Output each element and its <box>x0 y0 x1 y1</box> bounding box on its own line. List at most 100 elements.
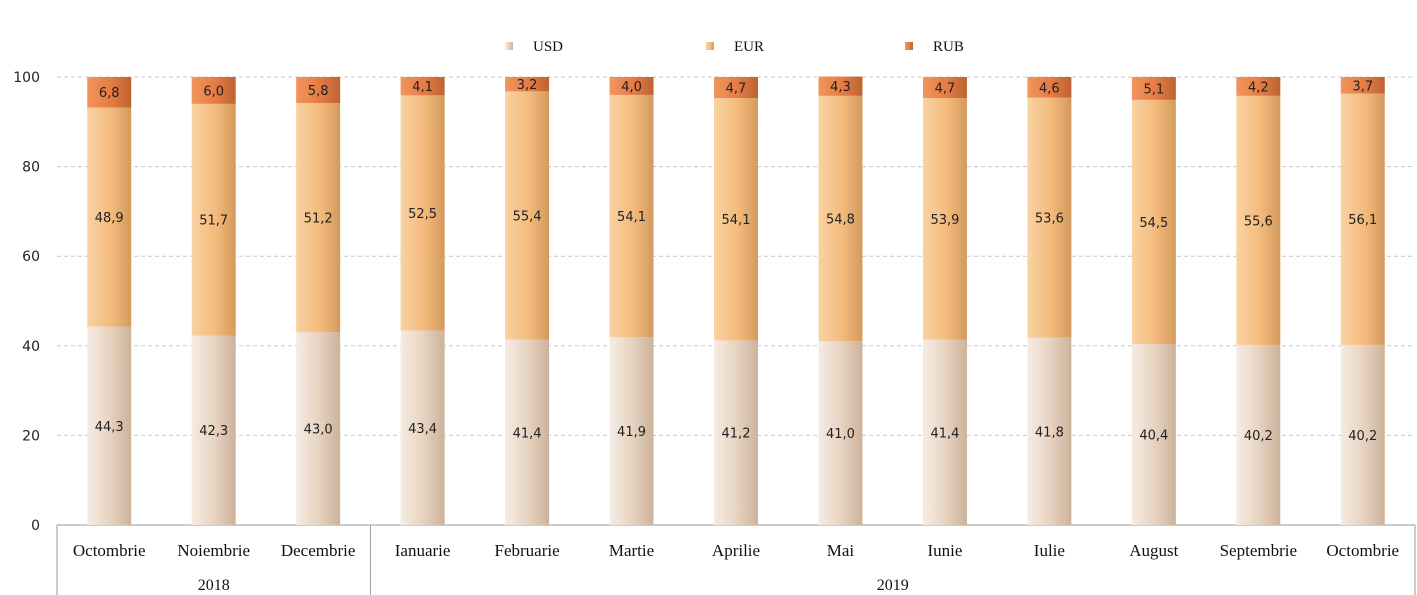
x-category-label: Iulie <box>1034 541 1065 560</box>
data-label-usd: 41,4 <box>930 426 959 441</box>
y-tick-label: 0 <box>31 518 40 534</box>
data-label-rub: 4,1 <box>412 80 433 95</box>
data-label-rub: 4,7 <box>726 82 747 97</box>
data-label-rub: 5,1 <box>1144 82 1165 97</box>
legend-swatch-rub <box>905 42 913 50</box>
data-label-rub: 6,8 <box>99 86 120 101</box>
bar-segment-usd <box>296 332 341 525</box>
legend-label-eur: EUR <box>734 39 764 55</box>
year-label: 2019 <box>877 577 909 594</box>
bar-segment-rub <box>1131 77 1176 100</box>
data-label-usd: 43,4 <box>408 422 437 437</box>
bar-segment-usd <box>400 330 445 525</box>
bar-segment-rub <box>714 77 758 99</box>
bar-segment-usd <box>1340 344 1385 525</box>
x-category-label: Noiembrie <box>177 541 250 560</box>
data-label-usd: 40,2 <box>1244 429 1273 444</box>
bar-segment-rub <box>609 77 654 95</box>
bar-segment-rub <box>296 77 341 103</box>
data-label-usd: 40,2 <box>1348 429 1377 444</box>
data-label-usd: 41,4 <box>513 426 542 441</box>
x-category-label: Ianuarie <box>395 541 451 560</box>
bar-segment-usd <box>609 337 654 525</box>
legend-label-rub: RUB <box>933 39 964 55</box>
bar-segment-eur <box>505 91 550 340</box>
bar-segment-usd <box>922 339 967 525</box>
data-label-eur: 56,1 <box>1348 213 1377 228</box>
bar-segment-eur <box>714 98 758 341</box>
bar-segment-rub <box>505 77 550 92</box>
data-label-usd: 41,0 <box>826 427 855 442</box>
data-label-rub: 4,3 <box>830 80 851 95</box>
data-label-eur: 51,7 <box>199 214 228 229</box>
bar-segment-eur <box>818 95 863 342</box>
bar-segment-eur <box>609 94 654 338</box>
data-label-usd: 44,3 <box>95 420 124 435</box>
data-label-usd: 42,3 <box>199 424 228 439</box>
data-labels: 44,3 48,9 6,8 42,3 51,7 6,0 43,0 51,2 5,8 43,4 52,… <box>95 78 1377 444</box>
x-category-label: Iunie <box>927 541 962 560</box>
legend-swatch-eur <box>706 42 714 50</box>
bar-segment-eur <box>1131 99 1176 345</box>
data-label-usd: 41,9 <box>617 425 646 440</box>
x-category-label: Aprilie <box>712 541 760 560</box>
data-label-rub: 4,6 <box>1039 81 1060 96</box>
x-category-label: Octombrie <box>1326 541 1399 560</box>
bar-segment-rub <box>922 77 967 99</box>
data-label-eur: 55,4 <box>513 209 542 224</box>
data-label-eur: 52,5 <box>408 207 437 222</box>
data-label-rub: 4,0 <box>621 80 642 95</box>
bar-segment-rub <box>1236 77 1281 96</box>
x-category-label: August <box>1129 541 1178 560</box>
bar-segment-usd <box>714 340 758 525</box>
bar-segment-eur <box>1027 97 1072 338</box>
bar-segment-eur <box>1236 95 1281 345</box>
bar-segment-rub <box>87 77 132 108</box>
data-label-eur: 54,5 <box>1139 216 1168 231</box>
bar-segment-rub <box>191 77 236 104</box>
data-label-rub: 3,7 <box>1352 79 1373 94</box>
bar-segment-usd <box>1236 344 1281 525</box>
data-label-eur: 53,6 <box>1035 212 1064 227</box>
data-label-eur: 51,2 <box>304 212 333 227</box>
bar-segment-eur <box>400 95 445 331</box>
bar-segment-usd <box>1131 344 1176 525</box>
data-label-eur: 54,1 <box>617 210 646 225</box>
data-label-usd: 41,8 <box>1035 425 1064 440</box>
data-label-eur: 54,8 <box>826 213 855 228</box>
bar-segment-rub <box>818 76 863 96</box>
data-label-usd: 41,2 <box>722 427 751 442</box>
bar-segment-rub <box>1027 77 1072 98</box>
y-tick-label: 80 <box>22 160 40 176</box>
legend-label-usd: USD <box>533 39 563 55</box>
bar-segment-eur <box>1340 93 1385 345</box>
data-label-eur: 55,6 <box>1244 214 1273 229</box>
bar-segment-rub <box>400 77 445 96</box>
data-label-eur: 53,9 <box>930 213 959 228</box>
bar-segment-eur <box>191 103 236 336</box>
data-label-usd: 43,0 <box>304 423 333 438</box>
year-label: 2018 <box>198 577 230 594</box>
bar-segment-usd <box>1027 337 1072 525</box>
bars <box>87 76 1385 525</box>
x-category-label: Februarie <box>495 541 560 560</box>
data-label-rub: 4,7 <box>935 82 956 97</box>
bar-segment-eur <box>296 102 341 333</box>
data-label-usd: 40,4 <box>1139 429 1168 444</box>
bar-segment-usd <box>505 339 550 525</box>
x-category-label: Octombrie <box>73 541 146 560</box>
data-label-eur: 54,1 <box>722 213 751 228</box>
bar-segment-usd <box>818 341 863 525</box>
bar-segment-rub <box>1340 77 1385 94</box>
bar-segment-usd <box>191 335 236 525</box>
legend-swatch-usd <box>505 42 513 50</box>
y-tick-label: 60 <box>22 249 40 265</box>
y-tick-label: 20 <box>22 428 40 444</box>
x-category-label: Martie <box>609 541 654 560</box>
y-tick-label: 40 <box>22 339 40 355</box>
y-tick-label: 100 <box>13 70 40 86</box>
data-label-rub: 3,2 <box>517 78 538 93</box>
x-category-label: Decembrie <box>281 541 356 560</box>
data-label-rub: 6,0 <box>203 84 224 99</box>
